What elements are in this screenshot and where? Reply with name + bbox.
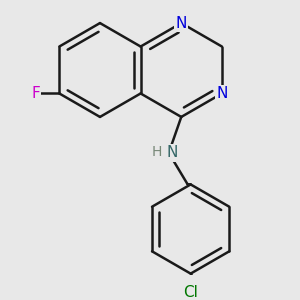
Text: N: N (216, 86, 228, 101)
Text: H: H (152, 145, 162, 159)
Text: Cl: Cl (183, 285, 198, 300)
Text: N: N (167, 146, 178, 160)
Text: N: N (176, 16, 187, 31)
Text: F: F (32, 86, 40, 101)
